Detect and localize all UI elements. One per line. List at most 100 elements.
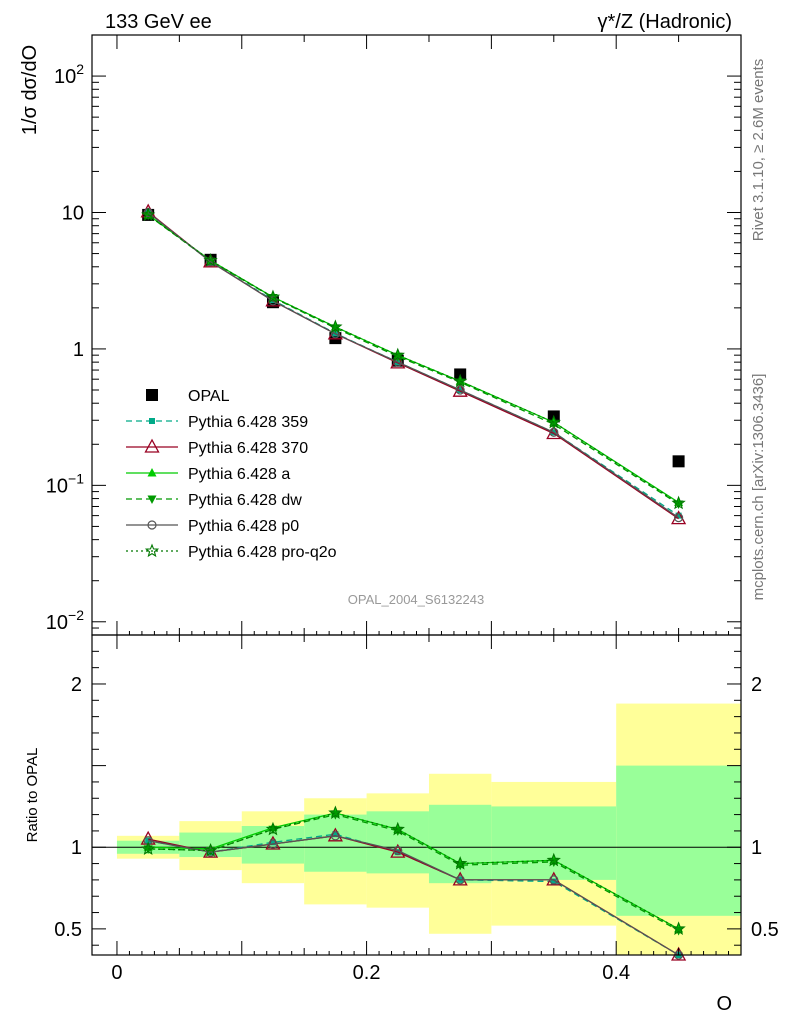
ratio-point-pp0-4: [393, 845, 403, 856]
main-line-pdw: [147, 214, 679, 505]
ratio-point-p370-3: [327, 827, 343, 842]
x-axis-label: O: [716, 993, 732, 1015]
ratio-y-tick-label-right-2: 2: [751, 674, 762, 696]
ratio-point-pq2o-4: [390, 821, 405, 836]
main-y-tick-label-1: 10−1: [46, 470, 84, 497]
ratio-y-tick-label-0: 0.5: [54, 919, 82, 941]
main-point-opal-7: [672, 455, 685, 468]
main-point-pq2o-1: [203, 252, 218, 267]
ratio-point-pq2o-5: [453, 856, 468, 870]
legend-label-p370: Pythia 6.428 370: [188, 440, 308, 457]
legend: OPAL Pythia 6.428 359 Pythia 6.428 370 Pyth…: [126, 388, 337, 561]
header-right-label: γ*/Z (Hadronic): [598, 11, 732, 33]
main-point-pdw-7: [674, 500, 684, 509]
main-point-p370-5: [452, 382, 468, 397]
main-point-p359-7: [675, 512, 682, 519]
main-point-pq2o-0: [141, 207, 156, 221]
ratio-point-pp0-3: [330, 831, 340, 841]
main-point-pp0-5: [455, 385, 465, 395]
ratio-line-pp0: [148, 835, 679, 956]
legend-label-pdw: Pythia 6.428 dw: [188, 492, 302, 509]
header-left-label: 133 GeV ee: [105, 11, 212, 33]
main-line-pp0: [147, 211, 679, 519]
main-point-p370-6: [546, 425, 562, 440]
ratio-point-pp0-1: [205, 847, 216, 857]
ratio-point-pp0-2: [268, 839, 278, 849]
main-point-pq2o-3: [328, 319, 343, 333]
inner-band-7: [616, 765, 741, 916]
legend-marker-pp0: [147, 520, 157, 530]
x-tick-label-0: 0: [111, 962, 122, 984]
legend-label-pq2o: Pythia 6.428 pro-q2o: [188, 544, 337, 561]
ratio-point-pp0-6: [549, 875, 559, 885]
inner-band-5: [428, 804, 492, 884]
legend-marker-p370: [144, 438, 160, 453]
ratio-point-pq2o-7: [671, 921, 686, 935]
main-point-pq2o-7: [671, 495, 686, 510]
legend-marker-pdw: [147, 495, 157, 504]
ratio-point-pdw-0: [143, 845, 153, 854]
main-panel-series: [140, 203, 687, 525]
main-point-pp0-2: [268, 296, 278, 306]
x-tick-label-1: 0.2: [353, 962, 381, 984]
main-point-pdw-2: [268, 294, 278, 303]
main-y-axis-label: 1/σ dσ/dO: [19, 45, 41, 135]
main-point-pp0-7: [673, 513, 684, 523]
main-y-tick-label-4: 102: [54, 61, 84, 88]
main-point-pq2o-2: [265, 289, 281, 304]
main-y-tick-label-3: 10: [62, 202, 84, 224]
ratio-line-pq2o: [148, 812, 679, 930]
legend-label-opal: OPAL: [188, 388, 230, 405]
ratio-point-p359-6: [550, 878, 557, 885]
x-tick-label-2: 0.4: [602, 962, 630, 984]
ratio-point-p370-7: [671, 946, 687, 961]
ratio-uncertainty-bands: [116, 703, 741, 955]
main-line-pa: [147, 214, 679, 503]
ratio-y-tick-label-2: 2: [71, 674, 82, 696]
ratio-point-pq2o-6: [546, 852, 561, 867]
ratio-point-p359-2: [269, 839, 276, 846]
ratio-y-tick-label-right-0: 0.5: [751, 919, 779, 941]
legend-marker-p359: [149, 418, 155, 424]
main-y-tick-label-2: 1: [73, 339, 84, 361]
ratio-panel-series: [140, 805, 687, 961]
ratio-point-pp0-5: [455, 875, 465, 885]
main-point-pq2o-4: [390, 347, 405, 362]
main-point-p370-3: [327, 325, 343, 340]
ratio-point-pp0-0: [143, 836, 153, 846]
main-point-pp0-1: [205, 257, 216, 267]
legend-label-p359: Pythia 6.428 359: [188, 414, 308, 431]
ratio-point-p359-3: [332, 831, 339, 838]
legend-marker-pq2o: [144, 543, 160, 558]
ratio-y-tick-label-right-1: 1: [751, 837, 762, 859]
ratio-point-p370-6: [546, 871, 562, 886]
ratio-y-tick-label-1: 1: [71, 837, 82, 859]
ratio-point-pq2o-2: [265, 821, 281, 836]
ratio-point-pq2o-3: [328, 805, 343, 820]
ratio-point-p370-4: [390, 843, 406, 858]
legend-label-pa: Pythia 6.428 a: [188, 466, 290, 483]
main-point-p370-4: [390, 354, 406, 369]
main-y-tick-label-0: 10−2: [46, 607, 84, 634]
main-point-pq2o-6: [546, 414, 561, 429]
ratio-point-p359-0: [145, 837, 152, 844]
inner-band-3: [304, 814, 367, 872]
legend-marker-opal: [146, 389, 158, 401]
ratio-point-pq2o-0: [141, 841, 156, 855]
mcplots-side-label: mcplots.cern.ch [arXiv:1306.3436]: [750, 374, 767, 601]
main-line-pq2o: [147, 214, 679, 504]
ratio-point-pq2o-1: [203, 843, 218, 857]
main-point-pq2o-5: [453, 373, 468, 388]
legend-label-pp0: Pythia 6.428 p0: [188, 518, 299, 535]
main-point-pp0-6: [549, 427, 559, 437]
ratio-line-pdw: [148, 813, 679, 932]
ratio-y-axis-label: Ratio to OPAL: [24, 748, 41, 843]
axes: 10−2 10−1 1 10 102 0.5 0.5 1 1 2 2 0 0.2 0.4: [46, 34, 779, 984]
rivet-side-label: Rivet 3.1.10, ≥ 2.6M events: [750, 59, 767, 242]
inner-band-6: [491, 806, 617, 880]
main-point-p370-7: [671, 510, 687, 525]
ratio-point-pdw-2: [268, 825, 278, 835]
main-point-pdw-5: [455, 378, 465, 388]
watermark-label: OPAL_2004_S6132243: [348, 592, 484, 607]
